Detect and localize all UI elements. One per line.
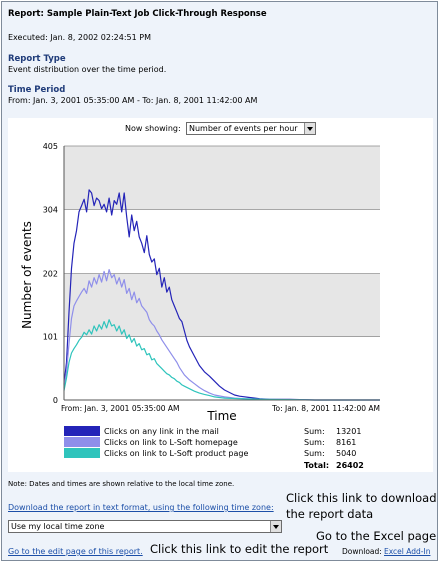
- y-tick-label: 0: [53, 396, 58, 405]
- series-line-3: [63, 319, 380, 401]
- chart-axes: [63, 146, 380, 401]
- edit-annotation: Click this link to edit the report: [150, 542, 329, 556]
- x-tick-label-end: To: Jan. 8, 2001 11:42:00 AM: [271, 404, 380, 413]
- legend-swatch-3: [64, 448, 100, 458]
- executed-timestamp: Executed: Jan. 8, 2002 02:24:51 PM: [8, 33, 152, 42]
- grid-band: [64, 146, 380, 210]
- chevron-down-icon[interactable]: [270, 521, 281, 532]
- legend-swatch-2: [64, 437, 100, 447]
- grid-band: [64, 273, 380, 337]
- grid-band: [64, 336, 380, 400]
- timezone-value: Use my local time zone: [11, 522, 105, 531]
- total-label: Total:: [304, 461, 330, 470]
- legend-label-3: Clicks on link to L-Soft product page: [104, 449, 249, 458]
- legend-label-1: Clicks on any link in the mail: [104, 427, 219, 436]
- legend-sum-value: 8161: [336, 438, 357, 447]
- download-annotation-line1: Click this link to download: [286, 491, 437, 505]
- legend-sum-value: 13201: [336, 427, 362, 436]
- now-showing-label: Now showing:: [125, 124, 181, 133]
- download-text-link[interactable]: Download the report in text format, usin…: [8, 503, 274, 512]
- excel-annotation: Go to the Excel page: [316, 529, 437, 543]
- now-showing-select[interactable]: Number of events per hour: [186, 122, 316, 135]
- series-line-1: [63, 189, 380, 401]
- time-period-text: From: Jan. 3, 2001 05:35:00 AM - To: Jan…: [8, 96, 258, 105]
- legend-sum-label: Sum:: [304, 438, 325, 447]
- y-tick-label: 405: [43, 142, 58, 151]
- report-type-text: Event distribution over the time period.: [8, 65, 167, 74]
- legend-swatch-1: [64, 426, 100, 436]
- excel-addin-link[interactable]: Excel Add-In: [384, 547, 431, 556]
- timezone-select[interactable]: Use my local time zone: [8, 520, 282, 533]
- x-tick-label-start: From: Jan. 3, 2001 05:35:00 AM: [61, 404, 180, 413]
- total-value: 26402: [336, 461, 364, 470]
- now-showing-value: Number of events per hour: [189, 124, 298, 133]
- download-label: Download:: [342, 547, 382, 556]
- plot-background: [64, 146, 380, 400]
- chart-series: [63, 189, 380, 401]
- y-tick-labels: 0 101 202 304 405: [43, 142, 58, 405]
- timezone-note: Note: Dates and times are shown relative…: [8, 480, 235, 488]
- y-tick-label: 304: [43, 205, 58, 214]
- legend-sum-label: Sum:: [304, 449, 325, 458]
- grid-band: [64, 209, 380, 274]
- legend-sum-value: 5040: [336, 449, 357, 458]
- download-annotation-line2: the report data: [286, 507, 374, 521]
- series-line-2: [63, 269, 380, 401]
- legend-sum-label: Sum:: [304, 427, 325, 436]
- y-tick-label: 101: [43, 333, 58, 342]
- report-type-heading: Report Type: [8, 54, 66, 64]
- legend-label-2: Clicks on link to L-Soft homepage: [104, 438, 238, 447]
- edit-report-link[interactable]: Go to the edit page of this report.: [8, 547, 143, 556]
- y-tick-label: 202: [43, 269, 58, 278]
- chevron-down-icon[interactable]: [304, 123, 315, 134]
- time-period-heading: Time Period: [8, 85, 66, 95]
- y-axis-label: Number of events: [20, 221, 34, 329]
- x-axis-label: Time: [206, 409, 236, 423]
- report-title: Report: Sample Plain-Text Job Click-Thro…: [8, 9, 267, 19]
